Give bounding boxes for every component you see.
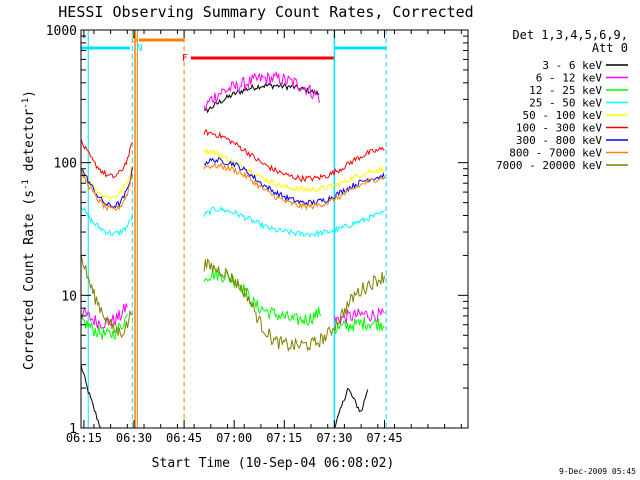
- marker-f: F: [182, 53, 188, 64]
- series-7: [80, 161, 385, 212]
- plot-area: SN F: [80, 30, 387, 429]
- series-5-trace-0: [80, 138, 133, 179]
- y-axis-label-sup-2: -1: [21, 98, 31, 109]
- series-1-trace-1: [203, 70, 320, 112]
- series-0-trace-0: [80, 363, 102, 429]
- series-3: [80, 205, 385, 238]
- x-tick-label-5: 07:30: [316, 431, 352, 445]
- series-1-trace-0: [80, 303, 128, 330]
- y-tick-label-3: 1000: [46, 24, 77, 39]
- marker-s: S: [132, 34, 138, 45]
- series-3-trace-0: [80, 206, 133, 237]
- y-tick-label-2: 100: [54, 157, 77, 172]
- y-tick-label-0: 1: [69, 422, 77, 437]
- series-0-trace-1: [203, 81, 320, 114]
- y-axis-label-sup-1: -1: [21, 179, 31, 190]
- legend-label-4: 50 - 100 keV: [523, 109, 603, 122]
- legend-label-8: 7000 - 20000 keV: [496, 159, 602, 172]
- y-axis-label: Corrected Count Rate (s-1 detector-1): [21, 90, 37, 370]
- series-7-trace-0: [80, 169, 133, 212]
- y-tick-label-1: 10: [61, 289, 77, 304]
- series-8-trace-0: [80, 253, 133, 339]
- series-2-trace-2: [333, 316, 385, 335]
- series-4-trace-1: [203, 148, 385, 193]
- legend-label-6: 300 - 800 keV: [516, 134, 602, 147]
- series-2: [80, 268, 385, 340]
- legend-header-line-2: Att 0: [592, 41, 628, 55]
- series-7-trace-1: [203, 161, 385, 211]
- series-0: [80, 81, 369, 429]
- x-tick-label-6: 07:45: [366, 431, 402, 445]
- series-6-trace-1: [203, 157, 385, 207]
- x-tick-label-2: 06:45: [166, 431, 202, 445]
- series-5: [80, 129, 385, 183]
- x-axis-label: Start Time (10-Sep-04 06:08:02): [152, 456, 395, 471]
- x-tick-label-0: 06:15: [66, 431, 102, 445]
- legend-label-7: 800 - 7000 keV: [509, 147, 602, 160]
- marker-n: N: [136, 43, 142, 54]
- series-3-trace-1: [203, 205, 385, 238]
- series-5-trace-1: [203, 129, 385, 183]
- legend-header-line-1: Det 1,3,4,5,6,9,: [512, 28, 628, 42]
- y-axis-label-part-3: ): [22, 90, 37, 98]
- series-8-trace-1: [203, 257, 385, 353]
- series-6: [80, 157, 385, 209]
- legend-label-3: 25 - 50 keV: [529, 97, 602, 110]
- series-1: [80, 70, 385, 330]
- series-2-trace-0: [80, 313, 128, 340]
- series-2-trace-1: [203, 268, 322, 327]
- series-0-trace-2: [333, 387, 369, 429]
- chart-title: HESSI Observing Summary Count Rates, Cor…: [58, 3, 473, 21]
- axes: 06:15 06:30 06:45 07:00 07:15 07:30 07:45 1 10 10…: [46, 24, 468, 445]
- series-6-trace-0: [80, 167, 133, 209]
- legend-label-2: 12 - 25 keV: [529, 84, 602, 97]
- plot-frame: [80, 29, 469, 429]
- x-tick-label-1: 06:30: [116, 431, 152, 445]
- legend-label-1: 6 - 12 keV: [536, 72, 603, 85]
- y-axis-label-part-1: Corrected Count Rate (s: [22, 190, 37, 370]
- x-tick-label-4: 07:15: [266, 431, 302, 445]
- timestamp: 9-Dec-2009 05:45: [559, 467, 636, 476]
- series-8: [80, 253, 385, 353]
- legend-label-5: 100 - 300 keV: [516, 122, 602, 135]
- x-tick-label-3: 07:00: [216, 431, 252, 445]
- y-axis-label-part-2: detector: [22, 109, 37, 180]
- legend-label-0: 3 - 6 keV: [542, 59, 602, 72]
